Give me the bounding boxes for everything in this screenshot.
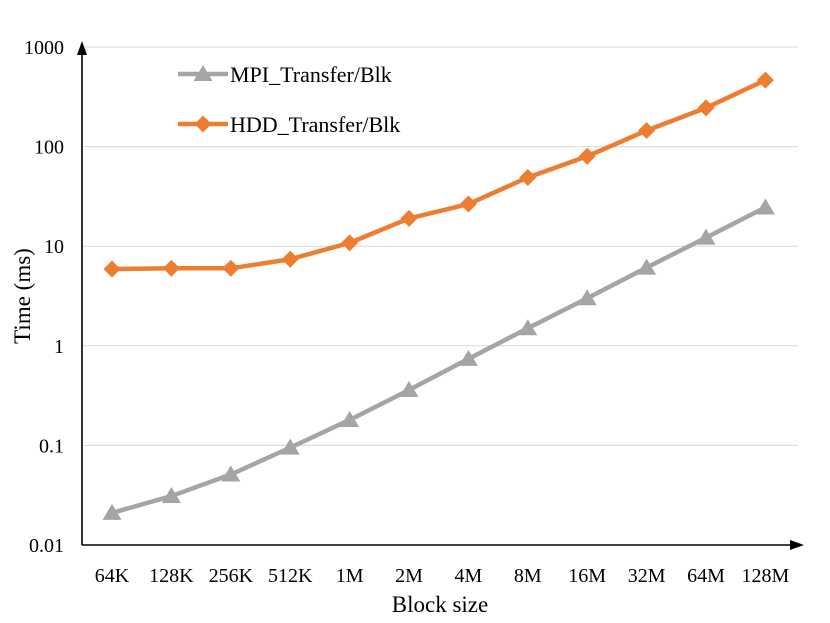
- y-tick-label: 0.01: [29, 535, 64, 557]
- x-tick-label: 8M: [514, 565, 542, 587]
- y-axis-title: Time (ms): [10, 248, 35, 344]
- legend-label: HDD_Transfer/Blk: [230, 112, 400, 137]
- axes: [77, 41, 804, 550]
- series-hdd-transfer-blk: [103, 71, 774, 278]
- x-axis-arrow: [790, 540, 804, 550]
- data-point: [103, 260, 121, 278]
- x-tick-labels: 64K 128K 256K 512K 1M 2M 4M 8M 16M 32M 64M 128M: [95, 565, 790, 587]
- x-tick-label: 256K: [209, 565, 254, 587]
- data-point: [637, 258, 657, 275]
- data-point: [161, 487, 181, 504]
- data-point: [399, 380, 419, 397]
- legend-label: MPI_Transfer/Blk: [230, 62, 392, 87]
- data-point: [756, 71, 774, 89]
- y-tick-label: 1: [54, 336, 64, 358]
- y-tick-labels: 0.01 0.1 1 10 100 1000: [24, 37, 64, 557]
- x-axis-title: Block size: [392, 592, 488, 617]
- legend: MPI_Transfer/Blk HDD_Transfer/Blk: [178, 62, 400, 137]
- data-point: [638, 122, 656, 140]
- data-point: [102, 503, 122, 520]
- legend-item: HDD_Transfer/Blk: [178, 112, 400, 137]
- data-point: [696, 228, 716, 245]
- x-tick-label: 4M: [455, 565, 483, 587]
- data-point: [221, 465, 241, 482]
- x-tick-label: 64M: [687, 565, 725, 587]
- x-tick-label: 2M: [395, 565, 423, 587]
- series-mpi-transfer-blk: [102, 198, 775, 520]
- y-axis-arrow: [77, 41, 87, 55]
- data-point: [162, 259, 180, 277]
- x-tick-label: 32M: [628, 565, 666, 587]
- y-tick-label: 1000: [24, 37, 64, 59]
- data-point: [458, 349, 478, 366]
- x-tick-label: 1M: [336, 565, 364, 587]
- grid: [82, 46, 798, 446]
- data-point: [518, 319, 538, 336]
- legend-marker: [194, 115, 212, 133]
- data-point: [400, 209, 418, 227]
- series-line: [111, 205, 767, 516]
- y-tick-label: 0.1: [39, 435, 64, 457]
- x-tick-label: 128M: [742, 565, 790, 587]
- y-tick-label: 10: [44, 236, 64, 258]
- x-tick-label: 16M: [568, 565, 606, 587]
- x-tick-label: 64K: [95, 565, 130, 587]
- data-point: [577, 289, 597, 306]
- data-point: [519, 168, 537, 186]
- legend-marker: [193, 65, 213, 81]
- data-point: [281, 250, 299, 268]
- plot-area: [102, 71, 775, 520]
- data-point: [222, 259, 240, 277]
- data-point: [578, 147, 596, 165]
- data-point: [341, 234, 359, 252]
- data-point: [697, 99, 715, 117]
- x-tick-label: 128K: [149, 565, 194, 587]
- data-point: [340, 410, 360, 427]
- legend-item: MPI_Transfer/Blk: [178, 62, 392, 87]
- data-point: [280, 438, 300, 455]
- x-tick-label: 512K: [268, 565, 313, 587]
- y-tick-label: 100: [34, 137, 64, 159]
- data-point: [459, 195, 477, 213]
- data-point: [755, 198, 775, 215]
- series-line: [111, 78, 767, 272]
